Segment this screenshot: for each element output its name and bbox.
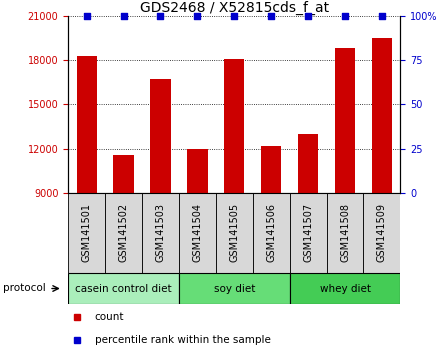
Text: GSM141506: GSM141506: [266, 203, 276, 262]
Text: GSM141509: GSM141509: [377, 203, 387, 262]
Point: [304, 13, 312, 19]
Bar: [179, 193, 216, 273]
Bar: [142, 193, 179, 273]
Text: count: count: [95, 312, 124, 322]
Bar: [179, 273, 290, 304]
Bar: [68, 273, 179, 304]
Bar: [363, 193, 400, 273]
Bar: [187, 149, 208, 193]
Bar: [290, 273, 400, 304]
Bar: [253, 193, 290, 273]
Text: GSM141508: GSM141508: [340, 203, 350, 262]
Point: [120, 13, 127, 19]
Title: GDS2468 / X52815cds_f_at: GDS2468 / X52815cds_f_at: [140, 1, 329, 15]
Bar: [114, 155, 134, 193]
Bar: [77, 56, 97, 193]
Bar: [150, 79, 171, 193]
Bar: [261, 146, 281, 193]
Point: [268, 13, 275, 19]
Text: whey diet: whey diet: [319, 284, 370, 293]
Point: [341, 13, 348, 19]
Text: GSM141505: GSM141505: [229, 203, 239, 262]
Point: [194, 13, 201, 19]
Bar: [372, 38, 392, 193]
Bar: [290, 193, 326, 273]
Bar: [335, 48, 355, 193]
Bar: [326, 193, 363, 273]
Bar: [216, 193, 253, 273]
Text: soy diet: soy diet: [213, 284, 255, 293]
Bar: [105, 193, 142, 273]
Text: GSM141501: GSM141501: [82, 203, 92, 262]
Bar: [68, 193, 105, 273]
Text: GSM141507: GSM141507: [303, 203, 313, 262]
Text: percentile rank within the sample: percentile rank within the sample: [95, 335, 271, 346]
Text: protocol: protocol: [4, 283, 46, 293]
Text: GSM141502: GSM141502: [118, 203, 128, 262]
Point: [378, 13, 385, 19]
Text: GSM141503: GSM141503: [155, 203, 165, 262]
Bar: [224, 59, 245, 193]
Point: [157, 13, 164, 19]
Point: [231, 13, 238, 19]
Text: GSM141504: GSM141504: [192, 203, 202, 262]
Point: [83, 13, 90, 19]
Text: casein control diet: casein control diet: [75, 284, 172, 293]
Bar: [298, 134, 318, 193]
